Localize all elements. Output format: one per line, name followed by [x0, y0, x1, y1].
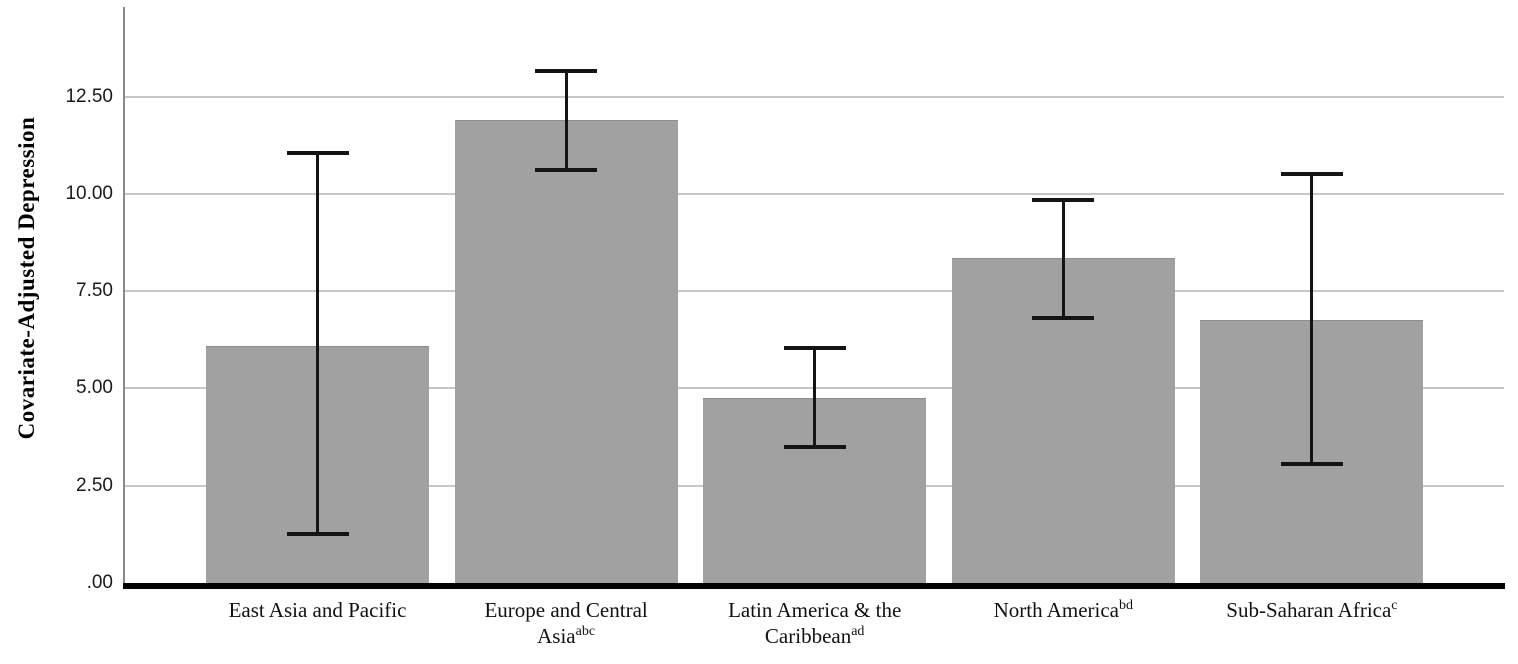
category-superscript: bd [1118, 598, 1133, 613]
x-axis-baseline [123, 583, 1505, 589]
y-tick-label: 10.00 [65, 182, 113, 204]
x-axis-category-labels: East Asia and Pacific Europe and Central … [0, 597, 1518, 664]
y-tick-label: 2.50 [76, 474, 113, 496]
y-tick-label: 12.50 [65, 85, 113, 107]
error-bar-top-cap-east-asia-and-pacific [286, 151, 349, 155]
error-bar-line-latin-america-the-caribbean [813, 345, 817, 449]
error-bar-top-cap-europe-and-central-asia [535, 69, 598, 74]
gridline [125, 192, 1504, 195]
y-axis-tick-labels: .00 2.50 5.00 7.50 10.00 12.50 [0, 0, 113, 664]
error-bar-line-sub-saharan-africa [1310, 172, 1314, 467]
y-tick-label: 5.00 [76, 377, 113, 399]
error-bar-top-cap-latin-america-the-caribbean [783, 345, 846, 350]
error-bar-top-cap-north-america [1032, 197, 1095, 202]
error-bar-line-north-america [1061, 197, 1065, 321]
x-category-label-sub-saharan-africa: Sub-Saharan Africac [1226, 598, 1398, 622]
x-category-label-europe-and-central-asia: Europe and Central Asiaabc [484, 598, 648, 648]
plot-area [123, 7, 1505, 589]
error-bar-top-cap-sub-saharan-africa [1280, 172, 1343, 177]
error-bar-bottom-cap-sub-saharan-africa [1280, 462, 1343, 467]
error-bar-line-east-asia-and-pacific [316, 151, 319, 537]
error-bar-bottom-cap-north-america [1032, 316, 1095, 321]
category-superscript: abc [575, 624, 596, 639]
error-bar-bottom-cap-latin-america-the-caribbean [783, 444, 846, 449]
y-tick-label: 7.50 [76, 280, 113, 302]
y-tick-label: .00 [86, 572, 113, 593]
x-category-label-east-asia-and-pacific: East Asia and Pacific [228, 598, 407, 622]
y-axis-spine [123, 7, 125, 583]
bar-europe-and-central-asia [454, 119, 678, 583]
error-bar-bottom-cap-east-asia-and-pacific [286, 532, 349, 537]
x-category-label-latin-america-the-caribbean: Latin America & the Caribbeanad [728, 598, 902, 648]
category-superscript: ad [851, 624, 865, 639]
error-bar-line-europe-and-central-asia [564, 69, 568, 173]
gridline [125, 95, 1504, 98]
gridline [125, 290, 1504, 293]
category-superscript: c [1391, 598, 1398, 613]
x-category-label-north-america: North Americabd [993, 598, 1133, 622]
error-bar-bottom-cap-europe-and-central-asia [535, 168, 598, 173]
